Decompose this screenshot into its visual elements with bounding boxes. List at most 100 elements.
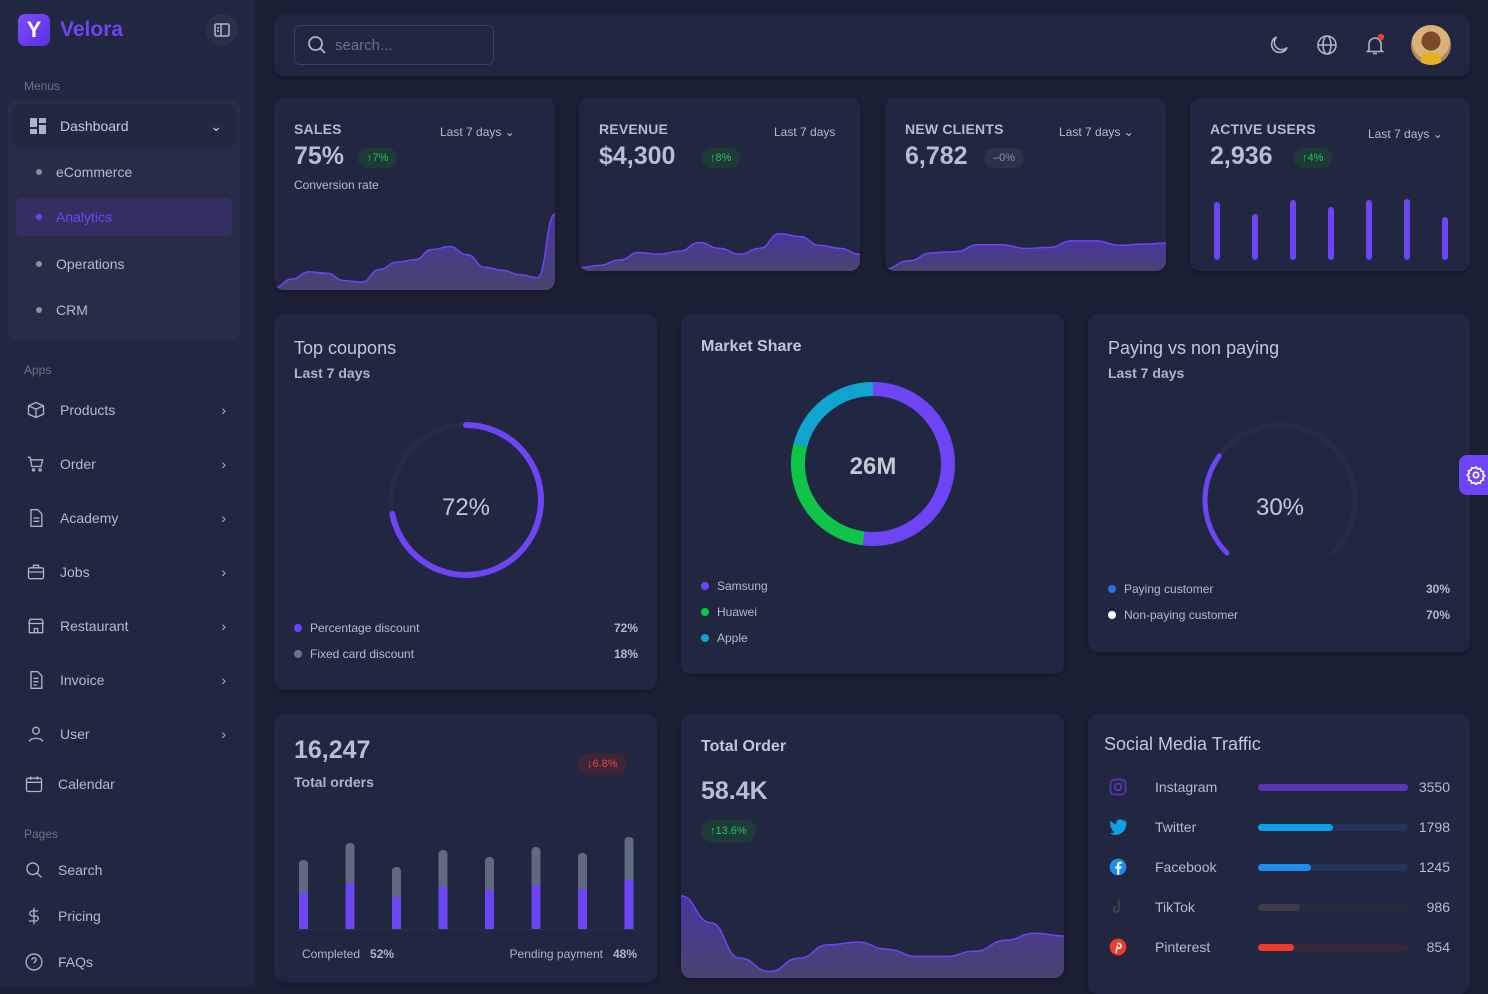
- change-badge: ↑4%: [1293, 148, 1333, 168]
- orders-label: Total orders: [294, 774, 374, 790]
- sidebar-item-academy[interactable]: Academy ›: [26, 503, 226, 533]
- gauge-center-value: 30%: [1255, 494, 1305, 521]
- settings-button[interactable]: [1459, 455, 1488, 495]
- sidebar-item-analytics[interactable]: Analytics: [16, 198, 232, 236]
- sidebar-item-invoice[interactable]: Invoice ›: [26, 665, 226, 695]
- legend-item: Huawei: [701, 605, 1045, 619]
- period-dropdown[interactable]: Last 7 days ⌄: [440, 125, 515, 139]
- sidebar-item-faqs[interactable]: FAQs: [24, 947, 224, 977]
- calendar-icon: [25, 776, 43, 793]
- chevron-right-icon: ›: [221, 510, 226, 526]
- top-coupons-card: Top coupons Last 7 days 72% Percentage d…: [274, 314, 657, 690]
- legend-label: Samsung: [717, 579, 768, 593]
- social-row-pinterest: Pinterest 854: [1108, 935, 1450, 959]
- legend-label: Fixed card discount: [310, 647, 415, 661]
- tiktok-icon: [1112, 899, 1120, 914]
- sidebar-item-calendar[interactable]: Calendar: [24, 769, 224, 799]
- period-label[interactable]: Last 7 days: [774, 125, 836, 139]
- sidebar-item-jobs[interactable]: Jobs ›: [26, 557, 226, 587]
- user-avatar[interactable]: [1411, 25, 1451, 65]
- stat-title: NEW CLIENTS: [905, 121, 1004, 137]
- stat-value: 75%: [294, 142, 345, 170]
- moon-icon[interactable]: [1267, 33, 1291, 57]
- cart-icon: [27, 456, 44, 472]
- card-title: Market Share: [701, 338, 802, 355]
- sidebar-item-crm[interactable]: CRM: [16, 291, 232, 329]
- bell-icon[interactable]: [1363, 33, 1387, 57]
- document-icon: [30, 509, 43, 527]
- completed-label: Completed: [302, 947, 361, 961]
- legend-value: 30%: [1425, 582, 1450, 596]
- sidebar-item-search[interactable]: Search: [24, 855, 224, 885]
- help-circle-icon: [25, 953, 43, 971]
- change-badge: –0%: [984, 148, 1025, 168]
- social-name: Instagram: [1155, 779, 1218, 795]
- stat-value: $4,300: [599, 142, 676, 170]
- sales-line: [274, 213, 555, 289]
- facebook-icon: [1109, 858, 1127, 876]
- top-header: [274, 14, 1470, 76]
- social-name: Twitter: [1155, 819, 1197, 835]
- sidebar-item-operations[interactable]: Operations: [16, 245, 232, 283]
- change-badge: ↓6.8%: [578, 753, 627, 775]
- sidebar-toggle-button[interactable]: [206, 14, 238, 46]
- gauge-progress-arc: [1202, 453, 1230, 556]
- legend-item: Paying customer 30%: [1108, 582, 1450, 596]
- legend-item: Apple: [701, 631, 1045, 645]
- paying-card: Paying vs non paying Last 7 days 30% Pay…: [1088, 314, 1470, 652]
- period-dropdown[interactable]: Last 7 days ⌄: [1059, 125, 1134, 139]
- brand-logo[interactable]: Y Velora: [18, 14, 123, 46]
- completed-bar: [392, 897, 401, 929]
- sidebar-item-label: Jobs: [60, 564, 90, 580]
- social-value: 3550: [1418, 779, 1450, 795]
- traffic-bar: [1258, 863, 1408, 871]
- legend-dot: [1108, 611, 1116, 619]
- legend-label: Huawei: [717, 605, 758, 619]
- sidebar-item-restaurant[interactable]: Restaurant ›: [26, 611, 226, 641]
- sidebar-item-order[interactable]: Order ›: [26, 449, 226, 479]
- sidebar-item-products[interactable]: Products ›: [26, 395, 226, 425]
- sidebar-item-user[interactable]: User ›: [26, 719, 226, 749]
- twitter-icon: [1109, 819, 1127, 835]
- legend-dot: [701, 608, 709, 616]
- legend-dot: [294, 624, 302, 632]
- sidebar-layout-icon: [214, 23, 230, 37]
- revenue-card: REVENUE Last 7 days $4,300 ↑8%: [579, 98, 860, 271]
- search-icon: [308, 36, 326, 54]
- pending-label: Pending payment: [509, 947, 603, 961]
- legend-value: 70%: [1425, 608, 1450, 622]
- pending-value: 48%: [612, 947, 637, 961]
- sidebar-item-dashboard[interactable]: Dashboard ⌄: [12, 104, 236, 148]
- search-box[interactable]: [294, 25, 494, 65]
- total-order-card: Total Order 58.4K ↑13.6%: [681, 714, 1064, 978]
- sidebar-item-label: Invoice: [60, 672, 105, 688]
- sidebar-item-label: eCommerce: [56, 164, 133, 180]
- change-badge: ↑8%: [701, 148, 741, 168]
- search-input[interactable]: [335, 36, 485, 54]
- social-traffic-card: Social Media Traffic Instagram 3550 Twitte…: [1088, 714, 1470, 994]
- social-row-instagram: Instagram 3550: [1108, 775, 1450, 799]
- sidebar-item-pricing[interactable]: Pricing: [24, 901, 224, 931]
- search-icon: [26, 862, 42, 878]
- sidebar: Y Velora Menus Dashboard ⌄ eCommerce Ana…: [0, 0, 255, 987]
- paying-radial-gauge: [1202, 422, 1358, 556]
- sidebar-item-ecommerce[interactable]: eCommerce: [16, 153, 232, 191]
- section-label-menus: Menus: [24, 79, 61, 93]
- globe-icon[interactable]: [1315, 33, 1339, 57]
- card-title: Paying vs non paying: [1108, 338, 1280, 358]
- card-title: Top coupons: [294, 338, 397, 358]
- section-label-apps: Apps: [24, 363, 52, 377]
- legend-label: Non-paying customer: [1124, 608, 1239, 622]
- traffic-bar-fill: [1258, 903, 1300, 911]
- period-dropdown[interactable]: Last 7 days ⌄: [1368, 127, 1443, 141]
- coupons-radial-gauge: [388, 422, 544, 578]
- legend-label: Paying customer: [1124, 582, 1214, 596]
- social-row-twitter: Twitter 1798: [1108, 815, 1450, 839]
- sidebar-item-label: Analytics: [56, 209, 113, 225]
- pinterest-icon: [1109, 938, 1127, 956]
- gauge-track: [1202, 422, 1358, 556]
- legend-label: Percentage discount: [310, 621, 420, 635]
- traffic-bar-fill: [1258, 943, 1294, 951]
- completed-bar: [299, 893, 308, 929]
- legend-value: 72%: [613, 621, 638, 635]
